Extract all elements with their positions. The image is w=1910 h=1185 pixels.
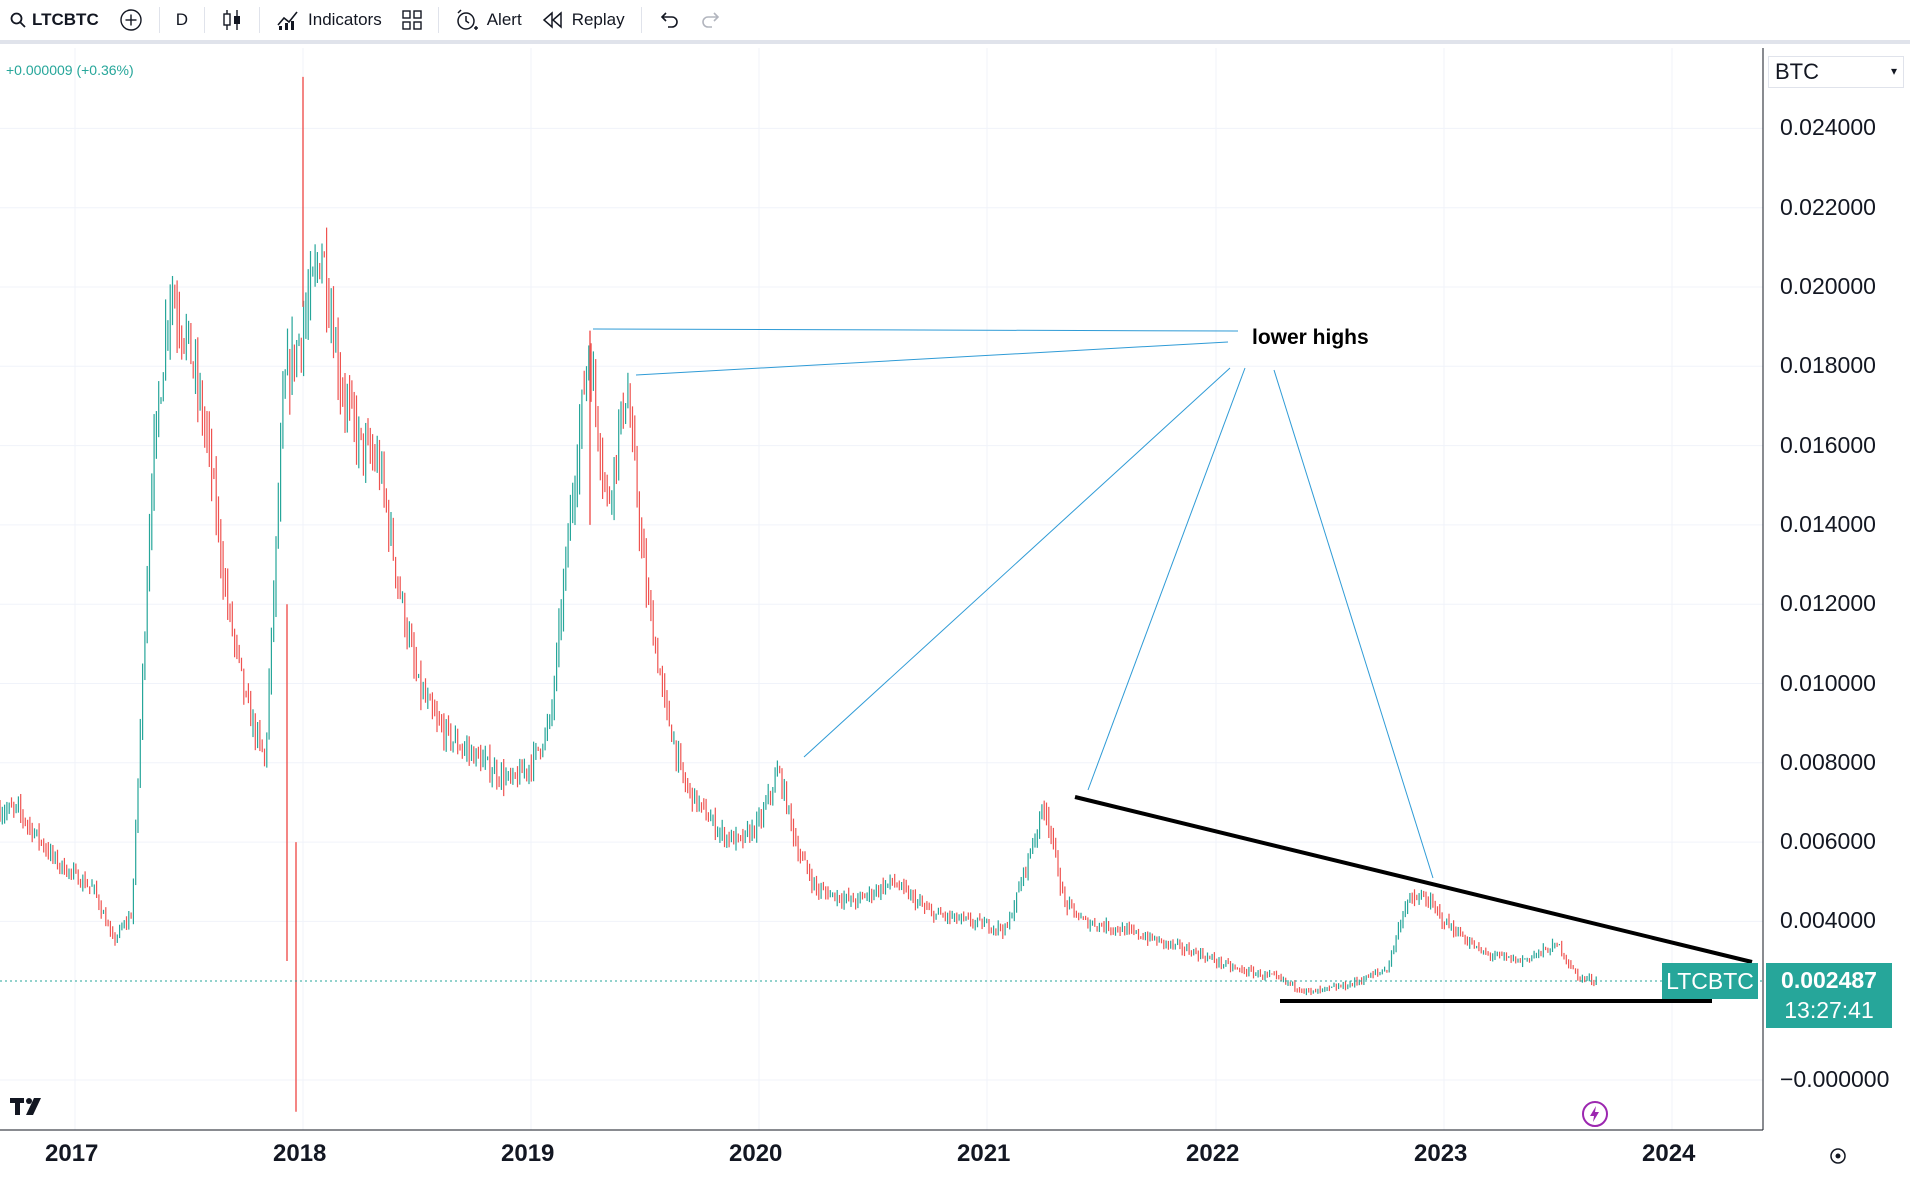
indicators-icon bbox=[277, 11, 298, 30]
plus-circle-icon bbox=[120, 9, 142, 31]
alert-button[interactable]: Alert bbox=[445, 0, 532, 42]
price-tick-label: 0.020000 bbox=[1780, 273, 1876, 299]
symbol-search-button[interactable]: LTCBTC bbox=[0, 0, 109, 42]
annotation-pointer-line bbox=[635, 341, 1229, 376]
undo-icon bbox=[660, 12, 678, 28]
last-price-value: 0.002487 bbox=[1781, 967, 1877, 993]
tradingview-logo[interactable] bbox=[10, 1093, 50, 1124]
candles-icon bbox=[223, 10, 241, 30]
symbol-label: LTCBTC bbox=[32, 10, 99, 29]
time-tick-label: 2022 bbox=[1186, 1140, 1240, 1167]
time-tick-label: 2018 bbox=[273, 1140, 327, 1167]
price-tick-label: 0.012000 bbox=[1780, 590, 1876, 617]
price-tick-label: 0.016000 bbox=[1780, 431, 1876, 458]
redo-icon bbox=[701, 12, 719, 28]
price-tick-label: 0.014000 bbox=[1780, 510, 1876, 537]
compare-symbol-button[interactable] bbox=[109, 0, 153, 42]
annotation-pointer-line bbox=[1087, 367, 1246, 791]
price-chart[interactable] bbox=[0, 48, 1910, 1185]
currency-value: BTC bbox=[1775, 59, 1819, 84]
top-toolbar: LTCBTC D Indicators Alert Replay bbox=[0, 0, 1910, 44]
price-tick-label: 0.004000 bbox=[1780, 907, 1876, 934]
price-tick-label: 0.010000 bbox=[1780, 669, 1876, 696]
symbol-price-label: LTCBTC bbox=[1662, 963, 1758, 999]
search-icon bbox=[10, 12, 26, 28]
last-price-badge: 0.002487 13:27:41 bbox=[1766, 963, 1892, 1028]
time-tick-label: 2017 bbox=[45, 1140, 99, 1167]
annotation-pointer-line bbox=[803, 367, 1231, 758]
alarm-clock-icon bbox=[456, 9, 478, 30]
indicators-button[interactable]: Indicators bbox=[266, 0, 392, 42]
descending-trendline bbox=[1074, 795, 1753, 964]
alert-label: Alert bbox=[486, 10, 522, 29]
toolbar-divider bbox=[640, 7, 642, 33]
chart-type-button[interactable] bbox=[211, 0, 253, 42]
toolbar-divider bbox=[259, 7, 261, 33]
chevron-down-icon: ▾ bbox=[1890, 64, 1897, 78]
tradingview-logo-icon bbox=[10, 1098, 41, 1115]
bar-countdown: 13:27:41 bbox=[1784, 997, 1874, 1023]
drawings bbox=[592, 328, 1753, 1003]
price-tick-label: 0.024000 bbox=[1780, 114, 1876, 141]
price-tick-label: 0.022000 bbox=[1780, 193, 1876, 220]
interval-button[interactable]: D bbox=[166, 0, 198, 42]
annotation-text[interactable]: lower highs bbox=[1252, 326, 1369, 349]
time-tick-label: 2020 bbox=[729, 1140, 783, 1167]
time-tick-label: 2024 bbox=[1642, 1140, 1696, 1167]
replay-label: Replay bbox=[571, 10, 625, 29]
time-tick-label: 2021 bbox=[957, 1140, 1011, 1167]
price-tick-label: 0.008000 bbox=[1780, 748, 1876, 775]
templates-button[interactable] bbox=[392, 0, 432, 42]
price-tick-label: 0.018000 bbox=[1780, 352, 1876, 379]
redo-button[interactable] bbox=[690, 0, 732, 42]
toolbar-divider bbox=[437, 7, 439, 33]
price-tick-label: −0.000000 bbox=[1780, 1066, 1890, 1092]
candles bbox=[0, 76, 1597, 1112]
indicators-label: Indicators bbox=[308, 10, 382, 29]
target-icon[interactable] bbox=[1828, 1146, 1848, 1171]
annotation-pointer-line bbox=[592, 328, 1239, 332]
interval-label: D bbox=[175, 10, 189, 29]
time-tick-label: 2019 bbox=[501, 1140, 555, 1167]
undo-button[interactable] bbox=[648, 0, 690, 42]
price-change-readout: +0.000009 (+0.36%) bbox=[6, 62, 134, 78]
time-tick-label: 2023 bbox=[1414, 1140, 1468, 1167]
annotation-pointer-line bbox=[1273, 369, 1434, 879]
currency-select[interactable]: BTC ▾ bbox=[1768, 56, 1904, 88]
price-tick-label: 0.006000 bbox=[1780, 828, 1876, 855]
toolbar-divider bbox=[158, 7, 160, 33]
rewind-icon bbox=[542, 11, 562, 29]
replay-button[interactable]: Replay bbox=[532, 0, 635, 42]
grid-icon bbox=[402, 10, 422, 30]
grid-lines bbox=[0, 48, 1763, 1130]
lightning-icon[interactable] bbox=[1581, 1100, 1609, 1133]
toolbar-divider bbox=[204, 7, 206, 33]
